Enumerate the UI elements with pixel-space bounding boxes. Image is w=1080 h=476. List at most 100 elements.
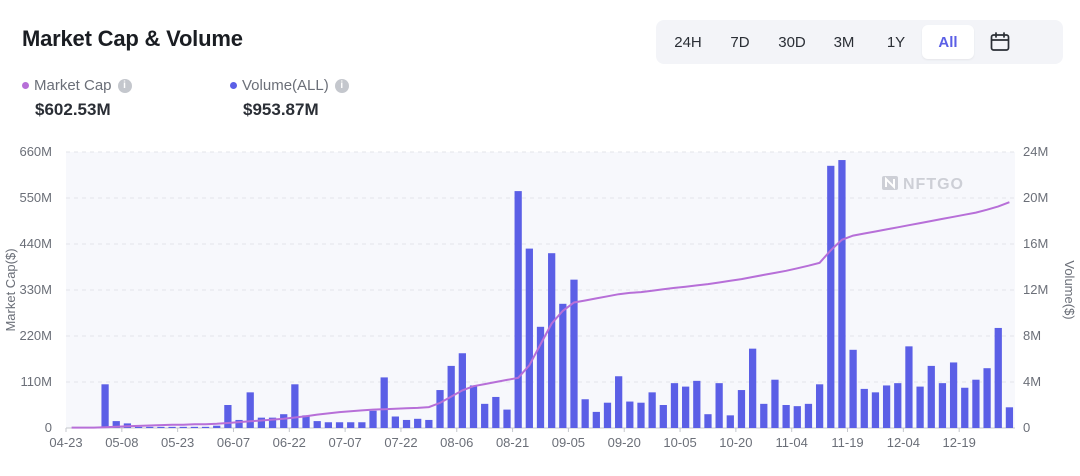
x-tick-label: 07-22	[384, 435, 417, 450]
volume-bar[interactable]	[648, 392, 656, 428]
volume-bar[interactable]	[838, 160, 846, 429]
volume-bar[interactable]	[134, 426, 143, 428]
volume-bar[interactable]	[972, 379, 980, 428]
volume-bar[interactable]	[536, 326, 545, 428]
volume-bar[interactable]	[626, 401, 634, 428]
volume-bar[interactable]	[570, 279, 578, 428]
volume-bar[interactable]	[380, 377, 388, 428]
volume-bar[interactable]	[849, 349, 857, 428]
volume-bar[interactable]	[938, 383, 947, 428]
volume-bar[interactable]	[391, 416, 399, 429]
volume-bar[interactable]	[402, 419, 411, 428]
volume-bar[interactable]	[347, 422, 355, 428]
range-all-button[interactable]: All	[922, 25, 974, 59]
right-tick-label: 24M	[1023, 144, 1048, 159]
volume-bar[interactable]	[615, 376, 623, 428]
volume-bar[interactable]	[637, 402, 645, 428]
volume-bar[interactable]	[659, 405, 667, 428]
range-24h-button[interactable]: 24H	[674, 33, 702, 51]
volume-bar[interactable]	[201, 426, 210, 428]
volume-bar[interactable]	[961, 387, 969, 428]
volume-bar[interactable]	[414, 418, 422, 428]
volume-bar[interactable]	[737, 390, 746, 428]
volume-bar[interactable]	[726, 415, 734, 428]
volume-bar[interactable]	[548, 253, 556, 428]
left-axis-title: Market Cap($)	[3, 248, 18, 331]
volume-bar[interactable]	[559, 303, 567, 428]
x-tick-label: 10-05	[663, 435, 696, 450]
legend-volume[interactable]: Volume(ALL) i $953.87M	[230, 77, 349, 120]
x-tick-label: 11-04	[776, 435, 808, 450]
volume-bar[interactable]	[670, 383, 679, 428]
volume-bar[interactable]	[592, 411, 600, 428]
volume-bar[interactable]	[235, 419, 243, 428]
volume-bar[interactable]	[514, 191, 522, 428]
volume-bar[interactable]	[905, 346, 913, 428]
volume-bar[interactable]	[983, 368, 991, 428]
volume-bar[interactable]	[760, 403, 768, 428]
x-tick-label: 11-19	[831, 435, 863, 450]
volume-bar[interactable]	[313, 421, 321, 428]
volume-bar[interactable]	[358, 422, 366, 428]
volume-bar[interactable]	[793, 406, 801, 428]
volume-bar[interactable]	[682, 386, 690, 428]
volume-bar[interactable]	[146, 426, 154, 428]
volume-bar[interactable]	[603, 402, 612, 428]
volume-bar[interactable]	[994, 327, 1002, 428]
range-1y-button[interactable]: 1Y	[886, 33, 906, 51]
volume-bar[interactable]	[782, 405, 790, 428]
watermark: NFTGO	[882, 176, 963, 193]
volume-bar[interactable]	[280, 414, 288, 428]
volume-bar[interactable]	[815, 384, 824, 428]
volume-bar[interactable]	[1005, 407, 1014, 428]
volume-bar[interactable]	[425, 419, 433, 428]
volume-bar[interactable]	[860, 388, 868, 428]
volume-bar[interactable]	[916, 386, 924, 428]
volume-bar[interactable]	[190, 426, 199, 428]
info-icon[interactable]: i	[334, 78, 349, 93]
info-icon[interactable]: i	[117, 78, 132, 93]
volume-bar[interactable]	[246, 392, 254, 428]
volume-bar[interactable]	[369, 410, 377, 428]
range-3m-button[interactable]: 3M	[833, 33, 855, 51]
volume-bar[interactable]	[291, 384, 299, 428]
legend-market-cap[interactable]: Market Cap i $602.53M	[22, 77, 132, 120]
range-7d-button[interactable]: 7D	[730, 33, 750, 51]
volume-bar[interactable]	[927, 365, 935, 428]
volume-bar[interactable]	[949, 362, 958, 428]
volume-bar[interactable]	[481, 403, 489, 428]
volume-bar[interactable]	[302, 415, 310, 428]
volume-bar[interactable]	[827, 165, 835, 429]
volume-bar[interactable]	[749, 348, 757, 428]
volume-bar[interactable]	[492, 396, 500, 428]
volume-bar[interactable]	[704, 414, 712, 428]
volume-bar[interactable]	[268, 417, 277, 428]
volume-bar[interactable]	[157, 426, 165, 428]
volume-bar[interactable]	[804, 403, 813, 428]
volume-bar[interactable]	[894, 383, 902, 428]
left-tick-label: 0	[45, 420, 52, 435]
volume-bar[interactable]	[771, 379, 779, 428]
volume-bar[interactable]	[871, 392, 880, 428]
volume-bar[interactable]	[324, 422, 332, 428]
left-tick-label: 440M	[19, 236, 52, 251]
x-tick-label: 09-05	[552, 435, 585, 450]
volume-bar[interactable]	[693, 380, 701, 428]
volume-bar[interactable]	[168, 426, 176, 428]
volume-bar[interactable]	[715, 383, 723, 428]
volume-bar[interactable]	[581, 399, 589, 428]
volume-bar[interactable]	[469, 385, 478, 428]
volume-bar[interactable]	[436, 390, 444, 428]
volume-bar[interactable]	[213, 425, 221, 428]
volume-bar[interactable]	[335, 422, 344, 428]
volume-bar[interactable]	[179, 426, 187, 428]
volume-bar[interactable]	[503, 409, 511, 428]
volume-bar[interactable]	[112, 421, 120, 428]
volume-bar[interactable]	[525, 248, 533, 428]
volume-bar[interactable]	[257, 417, 266, 428]
calendar-button[interactable]	[974, 25, 1026, 59]
volume-bar[interactable]	[882, 385, 891, 428]
volume-bar[interactable]	[101, 384, 109, 428]
range-30d-button[interactable]: 30D	[778, 33, 806, 51]
volume-bar[interactable]	[224, 405, 232, 428]
